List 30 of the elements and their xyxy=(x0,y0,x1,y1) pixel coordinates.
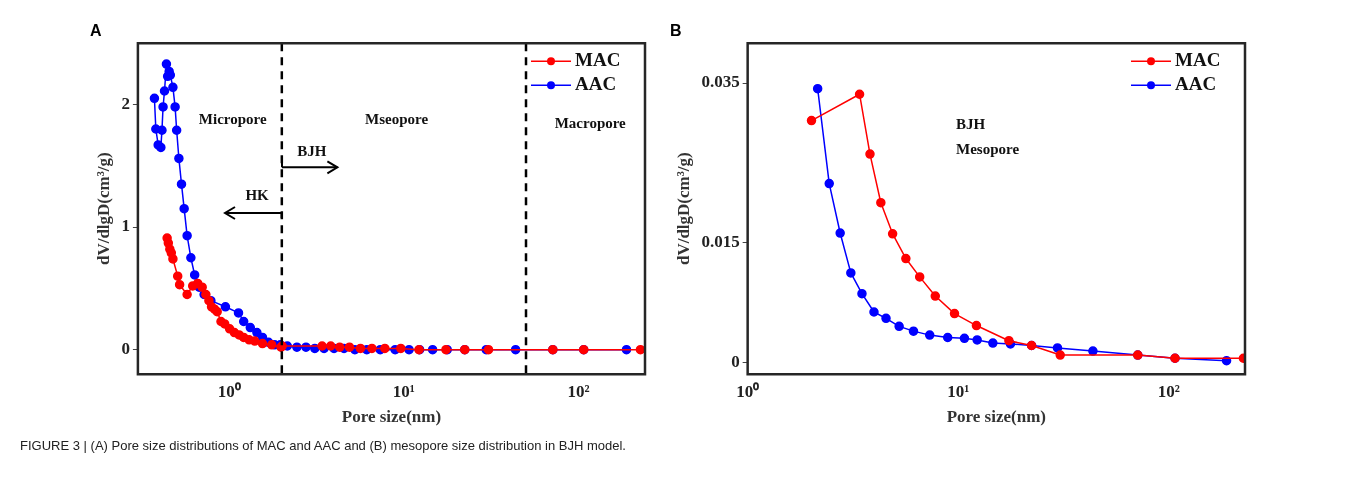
legend-label: AAC xyxy=(1175,73,1217,95)
x-tick-label: 10² xyxy=(567,381,590,401)
y-tick-label: 0 xyxy=(121,339,130,359)
annotation: Micropore xyxy=(198,110,267,127)
x-tick-label: 10¹ xyxy=(947,381,970,401)
legend-label: MAC xyxy=(1175,49,1221,71)
chart-title: A xyxy=(90,22,102,40)
y-axis-title: dV/dlgD(cm³/g) xyxy=(673,152,693,266)
annotation: Mesopore xyxy=(956,141,1020,158)
x-tick-label: 10² xyxy=(1157,381,1180,401)
annotation: BJH xyxy=(956,115,986,132)
y-tick-label: 0 xyxy=(731,351,740,371)
annotation: HK xyxy=(245,187,270,204)
annotation: Mseopore xyxy=(365,110,429,127)
y-tick-label: 0.015 xyxy=(701,231,740,251)
legend-label: AAC xyxy=(575,73,617,95)
annotation: BJH xyxy=(297,142,327,159)
x-tick-label: 10⁰ xyxy=(736,381,760,401)
y-tick-label: 0.035 xyxy=(701,72,740,92)
y-tick-label: 2 xyxy=(121,93,130,113)
y-axis-title: dV/dlgD(cm³/g) xyxy=(93,152,113,266)
x-axis-title: Pore size(nm) xyxy=(341,407,442,427)
annotation: Macropore xyxy=(554,115,627,132)
legend-label: MAC xyxy=(575,49,621,71)
x-tick-label: 10⁰ xyxy=(217,381,241,401)
chart-title: B xyxy=(670,22,682,40)
x-tick-label: 10¹ xyxy=(392,381,415,401)
x-axis-title: Pore size(nm) xyxy=(946,407,1046,427)
y-tick-label: 1 xyxy=(121,216,130,236)
caption: FIGURE 3 | (A) Pore size distributions of MAC and AAC and (B) mesopore size distribution in BJH model. xyxy=(20,438,626,453)
